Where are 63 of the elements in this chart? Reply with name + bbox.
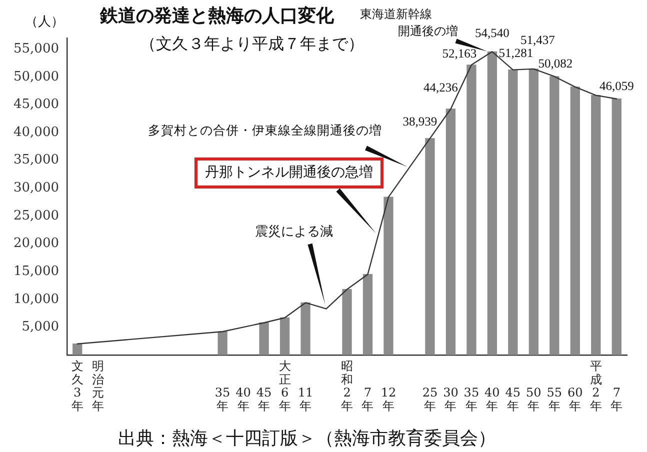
x-tick-label: 45年	[256, 386, 272, 414]
bar	[72, 344, 82, 355]
bar	[280, 317, 290, 355]
data-label: 54,540	[475, 26, 510, 40]
data-label: 44,236	[424, 80, 458, 94]
bar	[466, 64, 476, 355]
x-tick-label: 55年	[546, 386, 562, 414]
x-tick-label: 平成2年	[590, 358, 602, 414]
y-tick-label: 10,000	[14, 292, 59, 307]
bar	[528, 68, 538, 355]
bar	[425, 138, 435, 355]
bar	[259, 322, 269, 355]
chart-title: 鉄道の発達と熱海の人口変化	[99, 6, 335, 27]
bar	[342, 289, 352, 355]
x-tick-label: 11年	[298, 386, 314, 414]
bar	[487, 51, 498, 355]
bar	[384, 196, 394, 355]
bar	[508, 69, 518, 355]
x-tick-label: 60年	[568, 386, 583, 414]
data-label: 38,939	[402, 114, 438, 129]
bar	[446, 108, 456, 355]
x-tick-label: 昭和2年	[341, 358, 353, 414]
bar	[362, 274, 373, 355]
annotation: 丹那トンネル開通後の急増	[205, 164, 373, 181]
x-tick-label: 35年	[464, 386, 480, 414]
y-tick-label: 15,000	[14, 264, 59, 279]
bar	[300, 302, 310, 355]
y-axis-title: （人）	[25, 14, 64, 30]
bar	[570, 86, 580, 355]
x-tick-label: 50年	[526, 386, 542, 414]
x-tick-label: 40年	[484, 386, 500, 414]
annotation: 震災による減	[255, 224, 333, 240]
x-tick-label: 7年	[610, 386, 623, 414]
data-label: 51,437	[520, 33, 555, 48]
y-tick-label: 30,000	[14, 180, 59, 196]
data-label: 50,082	[538, 56, 573, 70]
annotation: 多賀村との合併・伊東線全線開通後の増	[148, 122, 382, 138]
bar	[591, 94, 601, 355]
bar	[550, 76, 560, 355]
y-tick-label: 55,000	[14, 42, 59, 56]
x-tick-label: 40年	[236, 386, 251, 414]
x-tick-label: 45年	[505, 386, 521, 414]
y-tick-label: 40,000	[14, 124, 59, 140]
y-tick-label: 5,000	[22, 320, 59, 335]
x-tick-label: 35年	[214, 386, 230, 414]
bar	[218, 331, 228, 355]
bar	[612, 98, 622, 355]
x-tick-label: 7年	[362, 386, 374, 414]
y-tick-label: 45,000	[14, 97, 59, 112]
y-tick-label: 35,000	[14, 152, 59, 168]
x-tick-label: 文久3年	[71, 358, 84, 414]
y-tick-label: 20,000	[14, 236, 59, 252]
x-tick-label: 30年	[443, 386, 458, 414]
y-tick-label: 25,000	[14, 208, 59, 224]
data-label: 46,059	[599, 79, 634, 94]
data-label: 52,163	[442, 46, 477, 61]
source-note: 出典：熱海＜十四訂版＞（熱海市教育委員会）	[118, 428, 496, 449]
x-tick-label: 12年	[380, 386, 396, 414]
x-tick-label: 明治元年	[92, 358, 104, 414]
data-label: 51,281	[498, 46, 534, 60]
y-tick-label: 50,000	[14, 69, 59, 84]
x-tick-label: 25年	[422, 386, 438, 414]
x-tick-label: 大正6年	[278, 358, 291, 414]
